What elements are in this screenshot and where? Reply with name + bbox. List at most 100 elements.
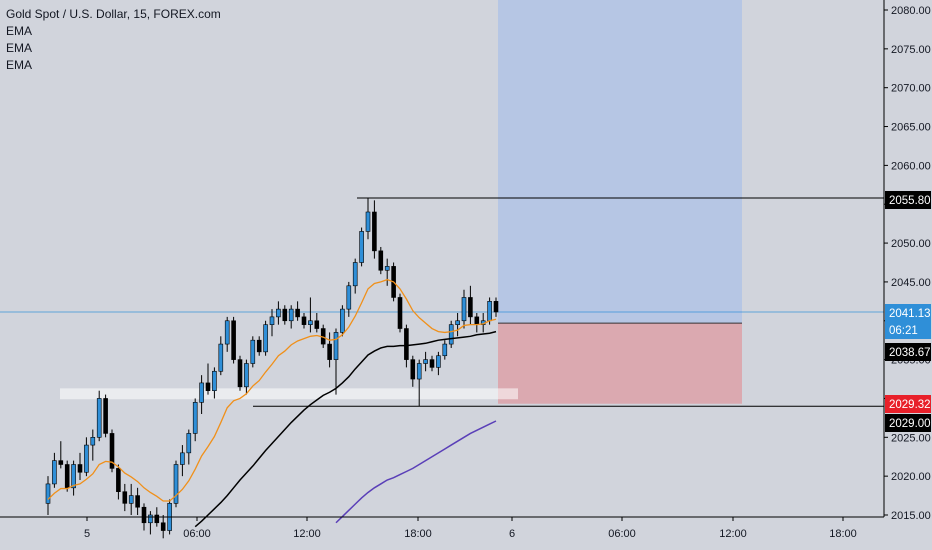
y-tick-label: 2070.00 — [891, 83, 931, 95]
candle[interactable] — [416, 363, 422, 380]
candle[interactable] — [58, 460, 64, 465]
candle[interactable] — [448, 324, 454, 345]
candle[interactable] — [90, 437, 96, 446]
candle[interactable] — [455, 320, 460, 325]
candle[interactable] — [173, 464, 179, 504]
candle[interactable] — [359, 231, 364, 263]
candle[interactable] — [487, 301, 492, 322]
candle[interactable] — [116, 468, 121, 492]
price-label: 2055.80 — [889, 195, 931, 207]
candle[interactable] — [71, 464, 76, 489]
x-tick-label: 18:00 — [404, 528, 432, 540]
candle[interactable] — [109, 433, 115, 469]
candle[interactable] — [180, 452, 185, 465]
supply-zone[interactable] — [60, 388, 518, 400]
candle[interactable] — [282, 308, 288, 322]
candle[interactable] — [308, 320, 313, 325]
candle[interactable] — [205, 382, 211, 391]
candle[interactable] — [128, 495, 134, 504]
price-label: 2041.13 — [889, 308, 931, 320]
candle[interactable] — [442, 343, 448, 357]
target-zone[interactable] — [498, 0, 742, 324]
candle[interactable] — [199, 382, 204, 403]
y-tick-label: 2065.00 — [891, 122, 931, 134]
price-label-bg — [885, 191, 931, 209]
candle[interactable] — [404, 328, 409, 360]
candle[interactable] — [192, 402, 198, 434]
price-label-bg — [885, 395, 931, 413]
candle[interactable] — [314, 320, 320, 329]
candle[interactable] — [148, 514, 153, 524]
candle[interactable] — [461, 297, 467, 322]
indicator-ema-2[interactable]: EMA — [6, 41, 33, 55]
candle[interactable] — [276, 308, 281, 318]
candle[interactable] — [352, 262, 358, 287]
candle[interactable] — [493, 301, 499, 313]
x-tick-label: 5 — [84, 528, 90, 540]
candle[interactable] — [372, 211, 377, 252]
candle[interactable] — [45, 483, 51, 504]
candle[interactable] — [141, 506, 147, 524]
candle[interactable] — [224, 320, 230, 345]
y-tick-label: 2020.00 — [891, 471, 931, 483]
candle[interactable] — [96, 398, 102, 438]
candle[interactable] — [346, 285, 352, 310]
price-label: 2029.00 — [889, 418, 931, 430]
candle[interactable] — [263, 324, 268, 353]
candle[interactable] — [301, 316, 307, 325]
x-tick-label: 12:00 — [293, 528, 321, 540]
symbol-title[interactable]: Gold Spot / U.S. Dollar, 15, FOREX.com — [6, 7, 221, 21]
stop-zone[interactable] — [498, 323, 742, 404]
candle[interactable] — [378, 250, 384, 271]
candle[interactable] — [410, 359, 416, 380]
candle[interactable] — [154, 514, 160, 524]
candle[interactable] — [186, 433, 192, 454]
candle[interactable] — [64, 464, 70, 489]
y-tick-label: 2050.00 — [891, 238, 931, 250]
candle[interactable] — [436, 355, 441, 368]
candle[interactable] — [103, 398, 108, 434]
candle[interactable] — [77, 464, 83, 473]
candle[interactable] — [250, 339, 256, 364]
price-label-bg — [885, 321, 931, 339]
candle[interactable] — [52, 460, 57, 485]
candle[interactable] — [269, 316, 275, 325]
candle[interactable] — [423, 359, 428, 364]
chart-legend: Gold Spot / U.S. Dollar, 15, FOREX.com E… — [6, 6, 221, 74]
x-tick-label: 06:00 — [183, 528, 211, 540]
ema-line-2 — [194, 330, 497, 528]
candle[interactable] — [256, 339, 262, 353]
indicator-ema-3[interactable]: EMA — [6, 58, 33, 72]
candle[interactable] — [429, 359, 435, 368]
candle[interactable] — [468, 297, 473, 318]
y-tick-label: 2045.00 — [891, 277, 931, 289]
ema-line-1 — [47, 278, 497, 502]
candle[interactable] — [122, 491, 128, 504]
price-label: 2029.32 — [889, 399, 931, 411]
candle[interactable] — [365, 211, 371, 232]
candle[interactable] — [397, 297, 403, 329]
candle[interactable] — [244, 363, 249, 388]
y-tick-label: 2025.00 — [891, 432, 931, 444]
candle[interactable] — [231, 320, 236, 360]
candle[interactable] — [218, 343, 224, 372]
candle[interactable] — [288, 308, 294, 322]
candle[interactable] — [84, 444, 89, 473]
indicator-ema-1[interactable]: EMA — [6, 24, 33, 38]
candle[interactable] — [212, 370, 217, 391]
y-tick-label: 2060.00 — [891, 160, 931, 172]
y-tick-label: 2080.00 — [891, 5, 931, 17]
candle[interactable] — [237, 359, 243, 388]
price-label: 06:21 — [889, 325, 918, 337]
candle[interactable] — [340, 308, 345, 333]
candle[interactable] — [474, 316, 480, 325]
x-tick-label: 06:00 — [608, 528, 636, 540]
x-tick-label: 18:00 — [829, 528, 857, 540]
candle[interactable] — [135, 495, 140, 508]
candle[interactable] — [160, 522, 166, 531]
candle[interactable] — [384, 266, 390, 271]
candle[interactable] — [327, 343, 332, 360]
candle[interactable] — [295, 308, 300, 318]
candle[interactable] — [333, 332, 339, 360]
